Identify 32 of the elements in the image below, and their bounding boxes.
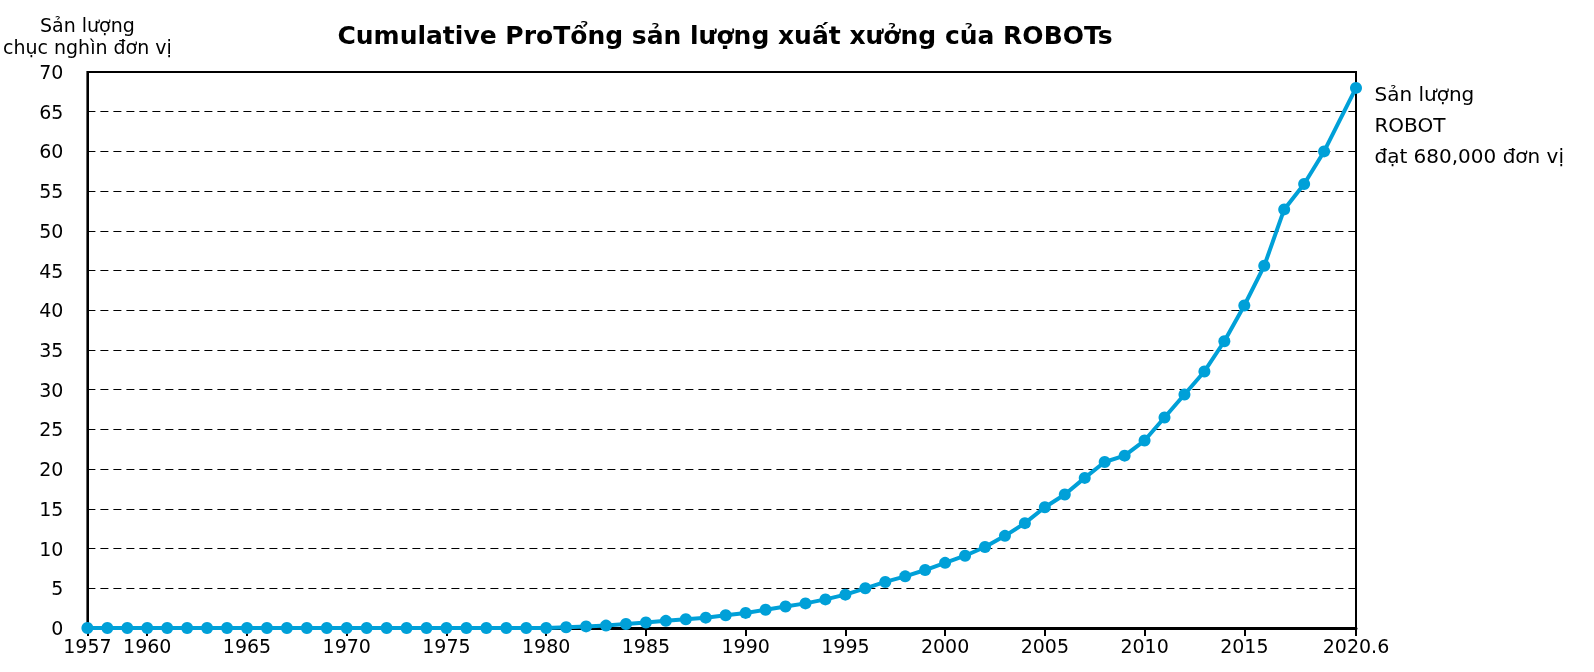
x-tick-label: 1975	[422, 634, 471, 657]
text: Sản lượng ROBOT đạt 680,000 đơn vị	[1374, 81, 1565, 168]
y-tick-label: 55	[39, 180, 64, 203]
y-tick-label: 10	[39, 537, 64, 560]
x-tick-label: 1995	[821, 634, 870, 657]
y-tick-label: 30	[39, 378, 64, 401]
y-tick-label: 5	[51, 577, 64, 600]
y-tick-label: 60	[39, 140, 64, 163]
y-tick-label: 50	[39, 219, 64, 242]
x-tick-label: 2005	[1020, 634, 1070, 657]
y-tick-label: 65	[39, 100, 64, 123]
y-tick-label: 15	[39, 497, 64, 520]
y-tick-label: 45	[39, 259, 64, 282]
y-tick-label: 35	[39, 339, 64, 361]
x-tick-label: 1960	[123, 634, 172, 657]
x-tick-label: 2010	[1120, 634, 1169, 657]
x-tick-label: 1990	[721, 634, 770, 657]
x-tick-label: 2020.6	[1322, 634, 1390, 657]
y-axis-title: Sản lượng chục nghìn đơn vị	[3, 14, 172, 58]
x-tick-label: 1980	[521, 634, 571, 657]
y-tick-label: 0	[51, 617, 64, 639]
x-tick-label: 2000	[920, 634, 970, 657]
y-tick-label: 20	[39, 458, 64, 481]
x-tick-label: 1957	[63, 634, 112, 657]
x-tick-label: 1965	[222, 634, 272, 657]
chart-title: Cumulative ProTổng sản lượng xuất xưởng của ROBOTs	[337, 20, 1113, 50]
x-tick-label: 1985	[621, 634, 671, 657]
y-tick-label: 40	[39, 299, 64, 322]
x-tick-label: 1970	[322, 634, 371, 657]
x-tick-label: 2015	[1220, 634, 1269, 657]
y-tick-label: 25	[39, 418, 64, 441]
y-tick-label: 70	[39, 61, 64, 83]
